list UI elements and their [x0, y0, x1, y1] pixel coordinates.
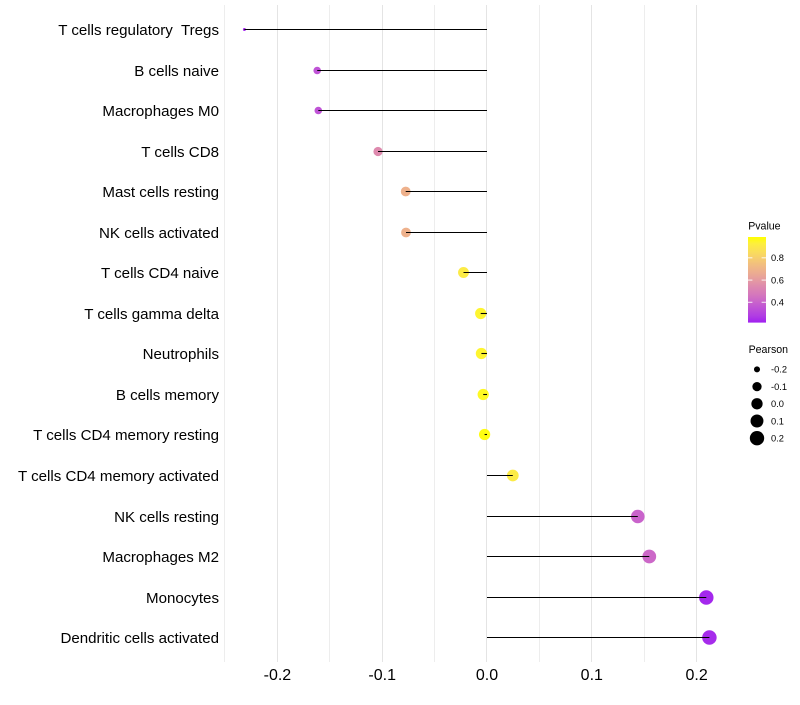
svg-text:0.0: 0.0: [476, 667, 498, 684]
svg-text:Dendritic cells activated: Dendritic cells activated: [60, 630, 219, 647]
svg-text:0.8: 0.8: [771, 253, 784, 263]
svg-text:T cells CD4 memory activated: T cells CD4 memory activated: [18, 468, 219, 485]
svg-text:0.0: 0.0: [771, 399, 784, 409]
svg-text:0.2: 0.2: [771, 434, 784, 444]
svg-text:Neutrophils: Neutrophils: [143, 346, 219, 363]
svg-text:Mast cells resting: Mast cells resting: [102, 184, 219, 201]
svg-text:-0.1: -0.1: [368, 667, 396, 684]
svg-text:T cells CD8: T cells CD8: [141, 144, 219, 161]
svg-text:-0.2: -0.2: [771, 365, 787, 375]
svg-text:Macrophages M0: Macrophages M0: [102, 103, 219, 120]
svg-text:T cells gamma delta: T cells gamma delta: [84, 306, 219, 323]
svg-text:T cells CD4 naive: T cells CD4 naive: [101, 265, 219, 282]
svg-text:Macrophages M2: Macrophages M2: [102, 549, 219, 566]
svg-text:Pearson: Pearson: [749, 344, 789, 356]
svg-text:0.6: 0.6: [771, 275, 784, 285]
svg-text:T cells CD4 memory resting: T cells CD4 memory resting: [33, 427, 219, 444]
svg-text:Pvalue: Pvalue: [748, 220, 780, 232]
svg-text:0.4: 0.4: [771, 298, 784, 308]
svg-text:T cells regulatory Tregs: T cells regulatory Tregs: [58, 22, 219, 39]
svg-text:NK cells resting: NK cells resting: [114, 509, 219, 526]
svg-text:-0.1: -0.1: [771, 382, 787, 392]
svg-text:0.1: 0.1: [771, 416, 784, 426]
svg-text:0.1: 0.1: [581, 667, 603, 684]
svg-text:B cells naive: B cells naive: [134, 63, 219, 80]
svg-text:0.2: 0.2: [685, 667, 707, 684]
svg-text:-0.2: -0.2: [264, 667, 292, 684]
svg-text:NK cells activated: NK cells activated: [99, 225, 219, 242]
svg-text:Monocytes: Monocytes: [146, 590, 219, 607]
svg-text:B cells memory: B cells memory: [116, 387, 220, 404]
